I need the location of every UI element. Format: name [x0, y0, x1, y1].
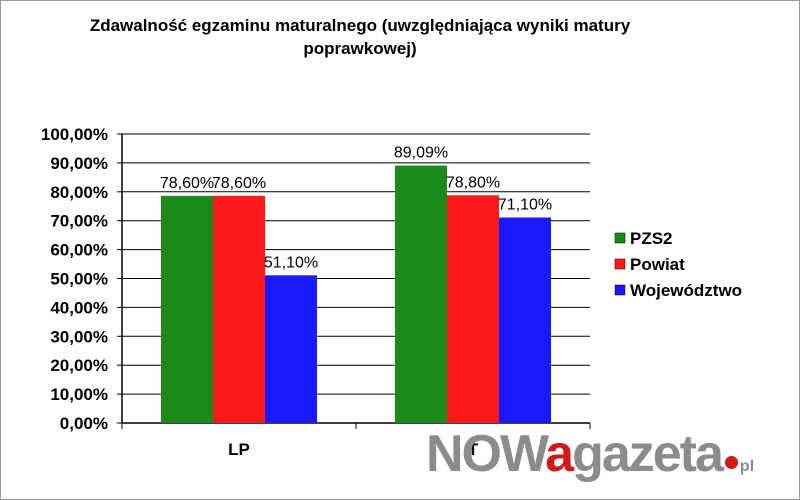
y-tick-label: 40,00%: [50, 298, 108, 317]
logo-dot-icon: [724, 456, 738, 469]
data-label: 78,80%: [446, 174, 500, 191]
y-tick-label: 70,00%: [50, 212, 108, 231]
bar-powiat-t: [447, 195, 499, 423]
data-label: 78,60%: [160, 175, 214, 192]
y-tick-label: 50,00%: [50, 270, 108, 289]
bar-powiat-lp: [213, 195, 265, 423]
y-tick-label: 0,00%: [60, 414, 108, 433]
logo-a: a: [545, 425, 574, 483]
legend-label: Powiat: [630, 255, 685, 274]
logo-pl: pl: [739, 458, 755, 475]
logo-now: NOW: [426, 425, 547, 483]
y-tick-label: 30,00%: [50, 327, 108, 346]
logo-gazeta: gazeta: [572, 425, 724, 483]
data-label: 71,10%: [498, 197, 552, 214]
x-category-label: LP: [228, 440, 250, 459]
y-tick-label: 100,00%: [41, 125, 108, 144]
nowagazeta-logo: NOWagazeta pl: [426, 424, 754, 497]
legend-label: Województwo: [630, 281, 742, 300]
bar-pzs2-t: [395, 165, 447, 423]
data-label: 51,10%: [264, 254, 318, 271]
y-tick-label: 60,00%: [50, 241, 108, 260]
data-label: 89,09%: [394, 145, 448, 162]
bar-województwo-lp: [265, 275, 317, 423]
data-label: 78,60%: [212, 175, 266, 192]
legend-label: PZS2: [630, 229, 673, 248]
legend-swatch-województwo: [614, 284, 626, 296]
y-tick-label: 80,00%: [50, 183, 108, 202]
legend-swatch-pzs2: [614, 232, 626, 244]
x-category-label: T: [468, 440, 479, 459]
y-tick-label: 20,00%: [50, 356, 108, 375]
bar-pzs2-lp: [161, 195, 213, 423]
legend-swatch-powiat: [614, 258, 626, 270]
y-tick-label: 10,00%: [50, 385, 108, 404]
chart-title: Zdawalność egzaminu maturalnego (uwzględ…: [89, 16, 631, 58]
bar-województwo-t: [499, 217, 551, 423]
y-tick-label: 90,00%: [50, 154, 108, 173]
